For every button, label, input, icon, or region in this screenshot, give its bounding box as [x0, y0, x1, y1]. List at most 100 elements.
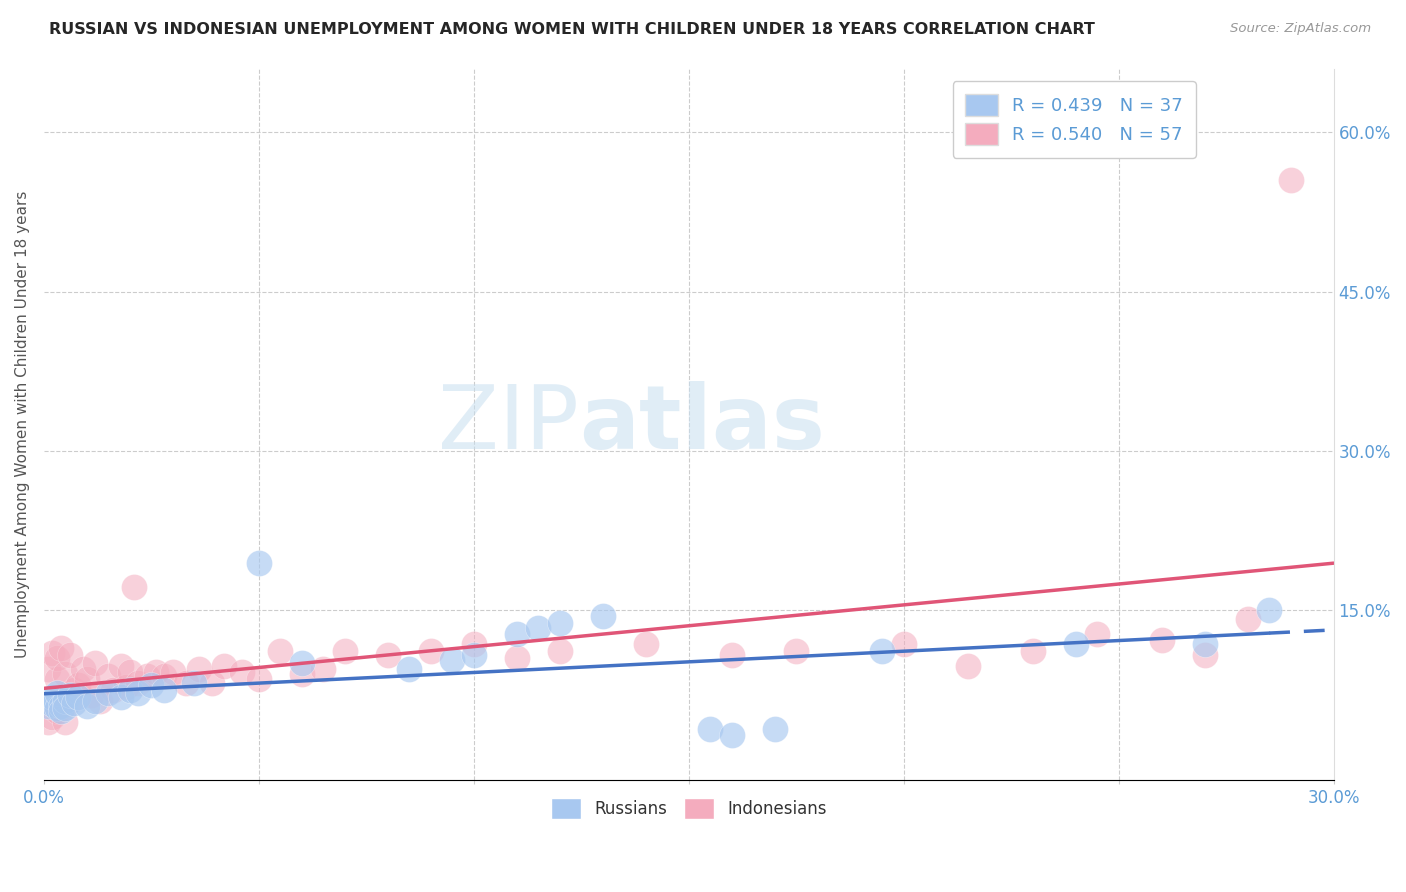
Text: RUSSIAN VS INDONESIAN UNEMPLOYMENT AMONG WOMEN WITH CHILDREN UNDER 18 YEARS CORR: RUSSIAN VS INDONESIAN UNEMPLOYMENT AMONG…: [49, 22, 1095, 37]
Point: [114, 680, 136, 694]
Point: [419, 643, 441, 657]
Point: [269, 643, 291, 657]
Point: [785, 643, 807, 657]
Point: [291, 667, 314, 681]
Point: [1150, 633, 1173, 648]
Point: [84, 693, 107, 707]
Point: [55, 693, 77, 707]
Point: [45, 701, 67, 715]
Point: [763, 723, 786, 737]
Point: [41, 697, 63, 711]
Point: [55, 667, 77, 681]
Point: [49, 704, 72, 718]
Point: [1194, 648, 1216, 662]
Point: [1085, 626, 1108, 640]
Point: [49, 698, 72, 713]
Point: [49, 698, 72, 713]
Point: [49, 640, 72, 655]
Point: [45, 651, 67, 665]
Point: [41, 709, 63, 723]
Point: [699, 723, 721, 737]
Point: [37, 714, 59, 729]
Point: [231, 665, 253, 679]
Point: [41, 690, 63, 705]
Point: [214, 658, 236, 673]
Point: [118, 665, 141, 679]
Point: [506, 651, 529, 665]
Point: [59, 688, 82, 702]
Point: [398, 662, 420, 676]
Point: [59, 648, 82, 662]
Point: [41, 646, 63, 660]
Point: [153, 669, 176, 683]
Text: atlas: atlas: [579, 381, 825, 468]
Point: [63, 683, 86, 698]
Point: [1258, 603, 1281, 617]
Point: [174, 675, 197, 690]
Point: [55, 714, 77, 729]
Point: [55, 701, 77, 715]
Point: [247, 673, 270, 687]
Point: [957, 658, 980, 673]
Point: [63, 696, 86, 710]
Point: [37, 662, 59, 676]
Point: [59, 693, 82, 707]
Point: [247, 556, 270, 570]
Point: [1279, 173, 1302, 187]
Point: [127, 686, 149, 700]
Point: [187, 662, 209, 676]
Point: [183, 675, 205, 690]
Point: [463, 637, 485, 651]
Point: [312, 662, 335, 676]
Point: [76, 673, 98, 687]
Point: [1194, 637, 1216, 651]
Point: [110, 658, 132, 673]
Point: [1064, 637, 1087, 651]
Point: [720, 728, 742, 742]
Point: [67, 690, 90, 705]
Point: [548, 643, 571, 657]
Point: [377, 648, 399, 662]
Legend: Russians, Indonesians: Russians, Indonesians: [544, 792, 834, 825]
Y-axis label: Unemployment Among Women with Children Under 18 years: Unemployment Among Women with Children U…: [15, 191, 30, 658]
Point: [97, 686, 120, 700]
Point: [37, 698, 59, 713]
Point: [80, 688, 103, 702]
Point: [110, 690, 132, 705]
Point: [333, 643, 356, 657]
Point: [67, 678, 90, 692]
Point: [291, 657, 314, 671]
Point: [870, 643, 893, 657]
Text: ZIP: ZIP: [439, 381, 579, 468]
Point: [118, 683, 141, 698]
Point: [592, 608, 614, 623]
Point: [720, 648, 742, 662]
Point: [1021, 643, 1043, 657]
Text: Source: ZipAtlas.com: Source: ZipAtlas.com: [1230, 22, 1371, 36]
Point: [122, 580, 145, 594]
Point: [527, 621, 550, 635]
Point: [153, 683, 176, 698]
Point: [45, 673, 67, 687]
Point: [463, 648, 485, 662]
Point: [893, 637, 915, 651]
Point: [89, 693, 111, 707]
Point: [162, 665, 184, 679]
Point: [141, 678, 163, 692]
Point: [72, 662, 94, 676]
Point: [101, 683, 124, 698]
Point: [441, 653, 464, 667]
Point: [76, 698, 98, 713]
Point: [634, 637, 657, 651]
Point: [200, 675, 222, 690]
Point: [45, 686, 67, 700]
Point: [145, 665, 167, 679]
Point: [127, 675, 149, 690]
Point: [548, 616, 571, 631]
Point: [136, 669, 159, 683]
Point: [45, 704, 67, 718]
Point: [1236, 612, 1258, 626]
Point: [97, 669, 120, 683]
Point: [84, 657, 107, 671]
Point: [506, 626, 529, 640]
